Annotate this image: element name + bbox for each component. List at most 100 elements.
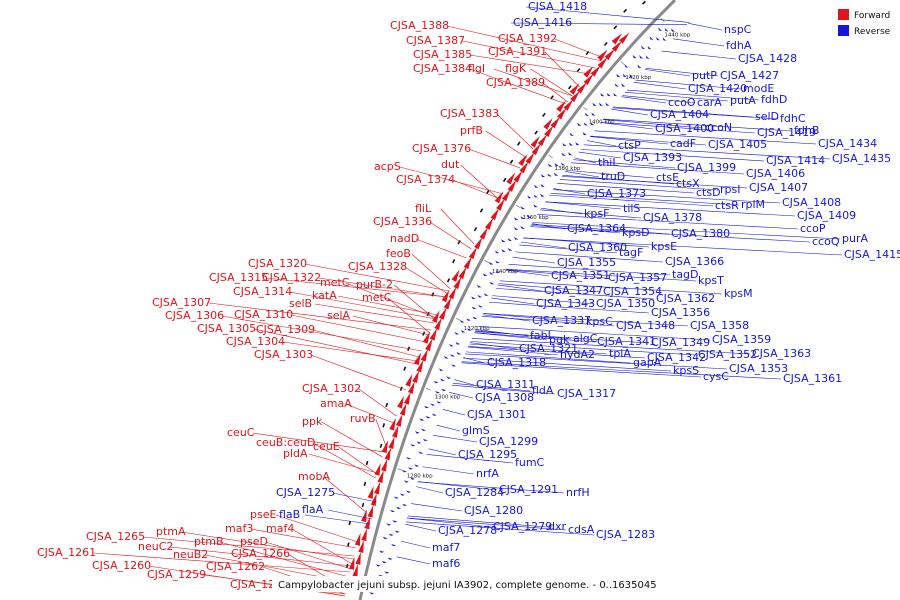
forward-gene-arrow	[618, 32, 630, 44]
forward-leader-line	[181, 531, 354, 560]
reverse-gene-arrow	[590, 122, 595, 126]
reverse-leader-line	[688, 23, 723, 31]
forward-gene-label: katA	[312, 289, 337, 302]
forward-gene-label: CJSA_1383	[440, 107, 499, 120]
forward-gene-arrow	[358, 540, 364, 553]
forward-leader-line	[468, 148, 521, 169]
forward-gene-arrow	[550, 116, 561, 129]
reverse-gene-label: CJSA_1366	[665, 255, 724, 268]
reverse-gene-label: modE	[743, 82, 774, 95]
forward-leader-line	[544, 51, 580, 88]
reverse-gene-arrow	[386, 523, 392, 526]
forward-leader-line	[308, 453, 378, 474]
forward-gene-arrow	[407, 381, 415, 394]
forward-gene-arrow	[468, 246, 478, 260]
reverse-gene-arrow	[520, 225, 525, 229]
kbp-tick-label: 1280 kbp	[407, 474, 433, 480]
reverse-gene-arrow	[381, 560, 387, 564]
forward-gene-arrow	[420, 348, 428, 362]
reverse-gene-label: ctsE	[656, 171, 679, 184]
reverse-gene-label: tagD	[672, 268, 699, 281]
reverse-gene-label: CJSA_1308	[475, 391, 534, 404]
gc-mark	[479, 208, 484, 213]
reverse-leader-line	[565, 169, 655, 179]
reverse-gene-label: CJSA_1354	[603, 285, 662, 298]
reverse-gene-label: CJSA_1420	[688, 82, 747, 95]
reverse-gene-arrow	[396, 506, 402, 510]
forward-gene-label: amaA	[320, 397, 352, 410]
forward-gene-arrow	[416, 359, 424, 373]
reverse-gene-arrow	[513, 227, 519, 230]
reverse-gene-label: putA	[730, 94, 756, 107]
reverse-gene-arrow	[390, 509, 396, 513]
reverse-gene-label: CJSA_1352	[698, 348, 757, 361]
forward-leader-line	[394, 284, 436, 321]
reverse-gene-arrow	[455, 342, 461, 345]
reverse-gene-arrow	[406, 490, 412, 493]
reverse-gene-arrow	[600, 93, 605, 97]
reverse-gene-arrow	[431, 413, 437, 416]
reverse-gene-label: rplM	[741, 198, 765, 211]
reverse-gene-label: CJSA_1301	[467, 408, 526, 421]
forward-gene-label: ptmA	[156, 525, 186, 538]
reverse-gene-arrow	[494, 250, 500, 254]
forward-gene-label: flgK	[505, 62, 527, 75]
kbp-tick-label: 1360 kbp	[523, 215, 549, 221]
reverse-gene-label: CJSA_1342	[647, 351, 706, 364]
forward-gene-label: CJSA_1306	[165, 309, 224, 322]
reverse-leader-line	[550, 192, 740, 206]
reverse-gene-arrow	[483, 293, 489, 296]
forward-gene-label: ceuE	[313, 440, 340, 453]
forward-gene-arrow	[611, 33, 623, 45]
forward-gene-arrow	[597, 57, 608, 69]
forward-gene-arrow	[367, 485, 374, 499]
forward-gene-arrow	[403, 391, 411, 405]
reverse-leader-line	[396, 556, 431, 565]
forward-leader-line	[219, 541, 350, 578]
reverse-gene-arrow	[568, 152, 573, 156]
forward-gene-label: CJSA_1265	[86, 530, 145, 543]
legend-reverse-swatch	[838, 25, 849, 36]
reverse-leader-line	[573, 159, 676, 169]
reverse-leader-line	[483, 313, 689, 327]
forward-leader-line	[399, 166, 504, 195]
reverse-gene-label: CJSA_1280	[464, 504, 523, 517]
reverse-leader-line	[545, 201, 622, 210]
reverse-gene-label: ctsP	[618, 139, 641, 152]
reverse-gene-label: kpsE	[651, 240, 677, 253]
reverse-leader-line	[644, 69, 691, 77]
reverse-gene-label: CJSA_1361	[783, 372, 842, 385]
forward-gene-arrow	[429, 327, 438, 341]
forward-gene-arrow	[590, 65, 601, 77]
forward-leader-line	[250, 528, 357, 549]
kbp-tick	[583, 106, 588, 111]
reverse-leader-line	[580, 149, 765, 162]
reverse-leader-line	[587, 140, 617, 147]
gc-mark	[534, 130, 538, 135]
reverse-gene-arrow	[471, 306, 477, 310]
forward-leader-line	[208, 302, 432, 331]
reverse-gene-arrow	[540, 183, 545, 187]
reverse-gene-arrow	[613, 92, 618, 97]
reverse-gene-arrow	[641, 45, 645, 50]
reverse-gene-label: flaA	[302, 503, 324, 516]
forward-leader-line	[415, 238, 467, 259]
reverse-gene-label: purA	[842, 232, 868, 245]
reverse-gene-arrow	[466, 318, 471, 321]
forward-gene-label: CJSA_1266	[231, 547, 290, 560]
forward-leader-line	[265, 277, 447, 298]
forward-gene-label: CJSA_1304	[226, 335, 285, 348]
reverse-gene-label: gapA	[633, 356, 662, 369]
reverse-gene-label: CJSA_1350	[596, 297, 655, 310]
forward-gene-arrow	[352, 564, 358, 577]
reverse-gene-arrow	[404, 480, 409, 483]
forward-gene-arrow	[537, 134, 548, 147]
gc-mark	[603, 41, 608, 47]
reverse-leader-line	[673, 38, 725, 47]
reverse-gene-arrow	[547, 163, 553, 167]
reverse-gene-label: cdsA	[568, 523, 595, 536]
forward-gene-arrow	[381, 440, 389, 454]
reverse-gene-label: nspC	[724, 23, 752, 36]
gc-mark	[567, 85, 572, 90]
reverse-gene-label: carA	[697, 96, 722, 109]
